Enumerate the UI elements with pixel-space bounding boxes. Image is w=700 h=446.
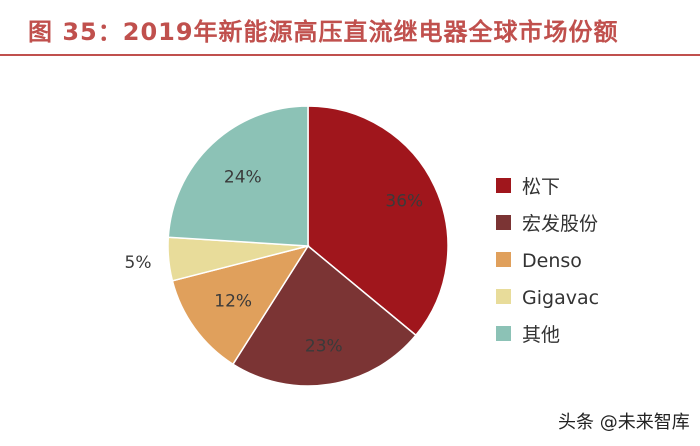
legend-label-3: Gigavac xyxy=(522,287,599,309)
legend-label-4: 其他 xyxy=(522,324,560,346)
pie-slice-2 xyxy=(171,244,310,366)
legend-label-2: Denso xyxy=(522,250,582,272)
legend-swatch-1 xyxy=(496,215,511,230)
legend-swatch-3 xyxy=(496,289,511,304)
legend-label-0: 松下 xyxy=(522,176,560,198)
legend-swatch-4 xyxy=(496,326,511,341)
chart-title: 图 35：2019年新能源高压直流继电器全球市场份额 xyxy=(28,18,619,46)
title-divider xyxy=(0,54,700,56)
pie-slice-0 xyxy=(307,105,449,337)
pie-slice-labels: 36% 23% 12% 5% 24% xyxy=(125,168,424,357)
pie-slice-4 xyxy=(167,105,309,247)
pie-slices xyxy=(167,105,449,387)
watermark: 头条 @未来智库 xyxy=(558,412,690,433)
legend-swatch-0 xyxy=(496,178,511,193)
legend-label-1: 宏发股份 xyxy=(522,213,598,235)
slice-label-3: 5% xyxy=(125,253,152,273)
slice-label-1: 23% xyxy=(305,337,343,357)
pie-slice-1 xyxy=(231,244,417,387)
slice-label-4: 24% xyxy=(224,168,262,188)
legend-swatch-2 xyxy=(496,252,511,267)
slice-label-2: 12% xyxy=(214,291,252,311)
slice-label-0: 36% xyxy=(385,192,423,212)
